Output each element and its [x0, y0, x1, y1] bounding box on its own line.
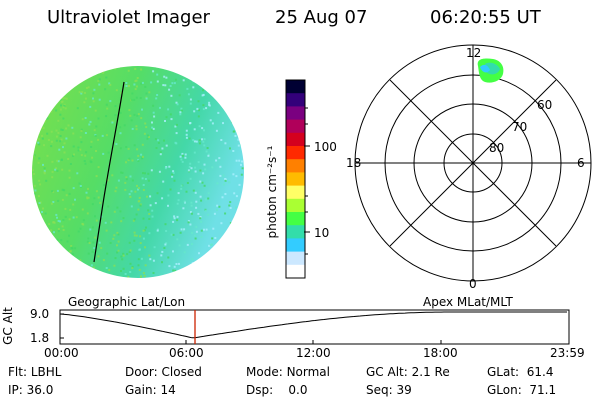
polar-plot — [354, 44, 592, 282]
status-glon-value: 71.1 — [529, 383, 557, 397]
status-gain-value: 14 — [160, 383, 176, 397]
terminator-line — [93, 81, 125, 263]
mlt-label-12: 12 — [466, 46, 482, 60]
colorbar-segment — [286, 80, 305, 94]
mlt-label-18: 18 — [346, 156, 362, 170]
colorbar-segment — [286, 212, 305, 226]
colorbar-segment — [286, 146, 305, 160]
colorbar-segment — [286, 251, 305, 266]
status-door: Door: Closed — [125, 365, 202, 379]
observation-date: 25 Aug 07 — [275, 7, 368, 28]
mlt-label-6: 6 — [577, 156, 585, 170]
color-scale-ticks — [304, 107, 310, 255]
mlt-label-0: 0 — [469, 277, 477, 291]
status-mode: Mode: Normal — [246, 365, 330, 379]
status-door-value: Closed — [161, 365, 202, 379]
color-scale-bar — [285, 79, 306, 279]
status-seq-value: 39 — [396, 383, 412, 397]
earth-image — [32, 66, 244, 278]
status-glat-value: 61.4 — [526, 365, 554, 379]
colorbar-segment — [286, 172, 305, 187]
status-gcalt: GC Alt: 2.1 Re — [366, 365, 450, 379]
colorbar-tick-10: 10 — [314, 226, 330, 240]
timeline-left-title: Geographic Lat/Lon — [68, 295, 186, 309]
colorbar-unit-label: photon cm⁻²s⁻¹ — [265, 145, 279, 239]
timeline-ylabel: GC Alt — [1, 307, 15, 345]
colorbar-segment — [286, 159, 305, 173]
colorbar-segment — [286, 132, 305, 147]
colorbar-segment — [286, 198, 305, 213]
colorbar-tick-100: 100 — [314, 140, 337, 154]
lat-label-60: 60 — [537, 98, 553, 112]
timeline-xtick-0: 00:00 — [44, 346, 79, 360]
status-flt-value: LBHL — [30, 365, 62, 379]
colorbar-segment — [286, 238, 305, 253]
status-flt: Flt: LBHL — [8, 365, 62, 379]
colorbar-segment — [286, 225, 305, 239]
status-glon: GLon: 71.1 — [487, 383, 557, 397]
status-dsp-value: 0.0 — [288, 383, 308, 397]
status-gcalt-value: 2.1 Re — [411, 365, 450, 379]
status-dsp: Dsp: 0.0 — [246, 383, 308, 397]
instrument-title: Ultraviolet Imager — [47, 7, 210, 28]
colorbar-segment — [286, 264, 305, 279]
observation-time: 06:20:55 UT — [430, 7, 541, 28]
timeline-xtick-4: 23:59 — [550, 346, 585, 360]
lat-label-70: 70 — [512, 120, 528, 134]
status-ip: IP: 36.0 — [8, 383, 54, 397]
colorbar-segment — [286, 119, 305, 134]
timeline-plot — [59, 309, 570, 345]
status-seq: Seq: 39 — [366, 383, 412, 397]
timeline-right-title: Apex MLat/MLT — [423, 295, 513, 309]
lat-label-80: 80 — [489, 141, 505, 155]
status-ip-value: 36.0 — [26, 383, 54, 397]
status-mode-value: Normal — [286, 365, 330, 379]
status-gain: Gain: 14 — [125, 383, 176, 397]
timeline-xtick-1: 06:00 — [169, 346, 204, 360]
colorbar-segment — [286, 185, 305, 200]
timeline-ytick-1.8: 1.8 — [30, 331, 50, 345]
timeline-ytick-9: 9.0 — [30, 307, 50, 321]
timeline-xtick-3: 18:00 — [423, 346, 458, 360]
colorbar-segment — [286, 106, 305, 121]
status-glat: GLat: 61.4 — [487, 365, 554, 379]
colorbar-segment — [286, 93, 305, 107]
timeline-xtick-2: 12:00 — [296, 346, 331, 360]
auroral-blob — [477, 58, 504, 83]
